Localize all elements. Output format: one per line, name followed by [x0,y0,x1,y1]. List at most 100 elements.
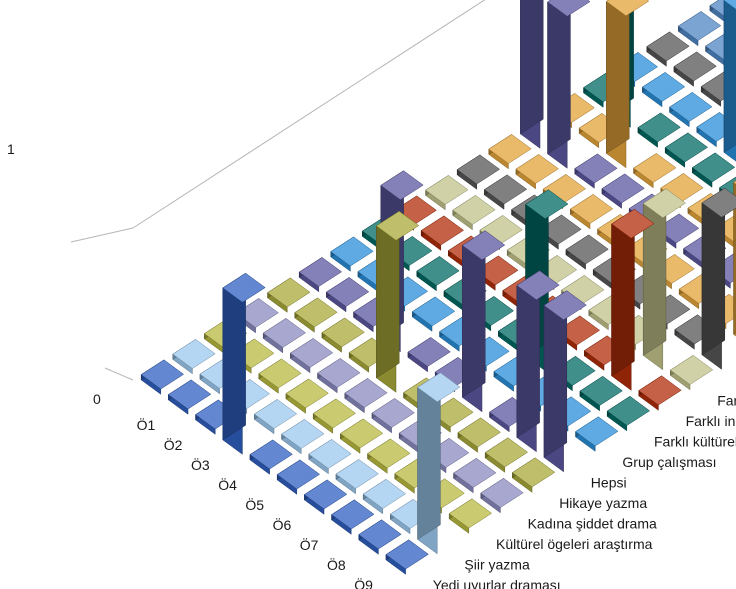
bar [605,0,650,169]
floor-tile [416,255,460,292]
bar [701,187,736,370]
bar [611,208,655,391]
floor-tile [308,438,352,475]
floor-tile [371,397,415,434]
floor-tile [637,112,681,148]
series-label: Şiir yazma [464,556,530,572]
z-tick-label: 0 [93,391,101,407]
floor-tile [673,51,717,87]
floor-tile [452,194,496,231]
floor-tile [638,375,682,411]
bar [516,270,560,453]
floor-tile [385,539,429,575]
x-tick-label: Ö3 [191,456,210,473]
floor-tile [646,31,690,67]
z-tick-label: 1 [7,141,15,157]
floor-tile [565,234,609,270]
bar [375,210,420,393]
floor-tile [367,438,411,474]
floor-tile [669,91,713,128]
bar [417,372,461,555]
floor-tile [321,317,365,353]
floor-tile [480,477,524,514]
floor-tile [456,154,501,190]
floor-tile [484,437,529,473]
x-tick-label: Ö1 [137,416,156,433]
x-tick-label: Ö5 [245,496,264,513]
label-layer: 01Ö1Ö2Ö3Ö4Ö5Ö6Ö7Ö8Ö9Ö10Yedi uyurlar dram… [7,141,736,589]
bar [543,290,587,473]
gridline-top [132,0,486,229]
x-tick-label: Ö6 [273,516,292,533]
floor-tile [358,519,402,555]
floor-tile [420,215,465,251]
floor-tile [575,416,619,452]
floor-tile [267,277,311,313]
floor-tile [633,152,677,189]
floor-tile [172,338,216,375]
series-label: Kültürel ögeleri araştırma [496,536,653,552]
floor-tile [453,457,497,494]
floor-tile [677,10,722,47]
bar-layer [222,0,736,555]
bar [461,230,506,413]
bar [547,0,591,169]
floor-tile [569,193,614,230]
floor-tile [325,276,370,313]
series-label: Hikaye yazma [559,495,647,511]
floor-tile [140,359,185,395]
floor-tile [664,132,709,168]
floor-tile [298,256,343,293]
floor-tile [515,153,559,190]
floor-tile [606,395,651,432]
floor-tile [488,133,532,170]
floor-tile [425,174,469,211]
floor-tile [344,377,388,414]
floor-tile [641,71,686,108]
bar [520,0,544,149]
floor-tile [317,357,361,394]
floor-tile [258,358,302,394]
floor-tile [691,152,736,188]
series-label: Farklı inançlar drama [686,413,736,429]
series-label: Farklı kültürel özellikler afiş [654,433,736,449]
bar [222,272,266,455]
floor-tile [579,375,623,412]
floor-tile [285,378,329,414]
bar [723,0,736,162]
floor-tile [448,498,493,534]
series-label: Grup çalışması [622,454,716,470]
axis-tick-1 [70,227,134,243]
floor-tile [276,459,321,495]
floor-tile [511,457,556,493]
floor-tile [601,173,645,209]
back-wall [70,0,486,381]
floor-tile [339,418,384,454]
series-label: Hepsi [591,474,627,490]
x-tick-label: Ö8 [327,556,346,573]
floor-tile [457,417,501,453]
floor-tile [167,379,212,415]
floor-tile [574,153,618,189]
floor-tile [411,296,456,332]
series-label: Kadına şiddet drama [528,515,657,531]
x-tick-label: Ö4 [218,476,237,493]
floor-tile [331,499,375,535]
axis-tick-0 [104,367,134,381]
floor-tile [303,479,348,515]
floor-tile [483,174,528,210]
floor-tile [281,418,325,455]
bar [733,180,736,337]
floor-tile [407,336,451,373]
floor-tile [249,439,293,475]
floor-tile [294,297,338,333]
floor-tile [362,478,407,515]
x-tick-label: Ö7 [300,536,319,553]
floor-tile [335,458,379,495]
x-tick-label: Ö2 [164,436,183,453]
floor-tile [330,236,374,272]
series-label: Farklı inanç film [717,392,736,408]
x-tick-label: Ö9 [354,576,373,589]
bar [642,188,687,371]
floor-tile [253,398,298,435]
